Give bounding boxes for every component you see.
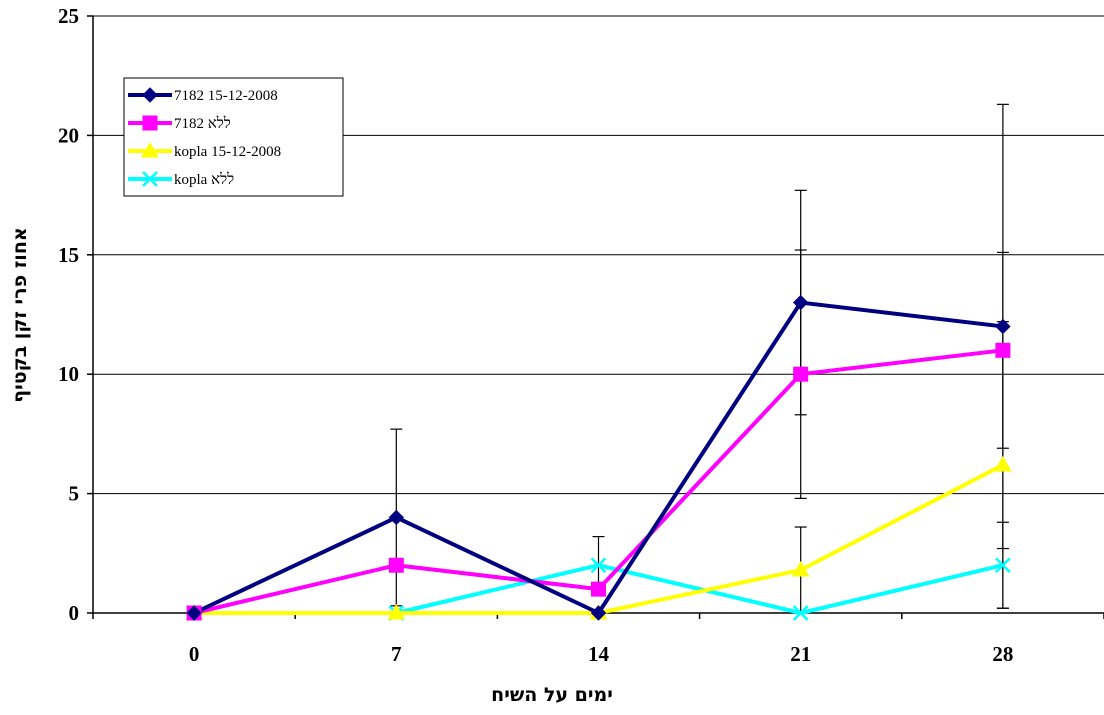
series-markers [185, 294, 1012, 621]
x-tick-label-14: 14 [588, 642, 610, 666]
legend-item-2: kopla 15-12-2008 [128, 141, 281, 160]
data-point-s2-28 [994, 455, 1012, 472]
legend-label-1: 7182 ללא [174, 115, 231, 132]
y-tick-label-20: 20 [58, 123, 79, 147]
data-point-s0-0 [186, 605, 202, 621]
data-point-s2-21 [791, 561, 810, 577]
legend-swatch-marker-0 [142, 87, 158, 103]
data-point-s0-28 [995, 318, 1011, 335]
x-tick-label-0: 0 [189, 642, 200, 666]
y-tick-label-25: 25 [58, 4, 79, 28]
y-axis-title: אחוז פרי זקן בקטיף [9, 227, 31, 402]
data-point-s0-14 [590, 605, 607, 621]
y-tick-label-15: 15 [58, 243, 79, 267]
legend-swatch-marker-1 [142, 115, 158, 131]
data-point-s3-28 [995, 557, 1011, 574]
y-tick-label-5: 5 [69, 482, 80, 506]
data-point-s1-14 [591, 581, 606, 597]
data-point-s1-21 [793, 366, 809, 382]
x-tick-label-7: 7 [391, 642, 402, 666]
legend-item-3: kopla ללא [128, 171, 234, 188]
y-tick-label-0: 0 [69, 601, 80, 625]
data-point-s1-7 [388, 557, 404, 573]
data-point-s1-28 [995, 342, 1011, 358]
legend-item-1: 7182 ללא [128, 115, 231, 132]
legend-label-3: kopla ללא [174, 171, 234, 188]
data-point-s0-7 [388, 509, 405, 526]
legend-swatch-marker-2 [141, 141, 159, 158]
x-tick-label-28: 28 [992, 642, 1013, 666]
y-tick-label-10: 10 [58, 362, 79, 386]
legend: 7182 15-12-2008 7182 ללא kopla 15-12-2008 k… [123, 77, 344, 197]
x-axis-title: ימים על השיח [491, 684, 613, 706]
legend-box [123, 77, 344, 197]
legend-label-0: 7182 15-12-2008 [174, 88, 278, 104]
legend-swatch-marker-3 [142, 171, 158, 187]
tick-labels: 0 5 10 15 20 25 0 7 14 21 28 [58, 4, 1013, 666]
x-tick-label-21: 21 [790, 642, 811, 666]
legend-label-2: kopla 15-12-2008 [174, 144, 281, 160]
data-point-s0-21 [792, 294, 809, 311]
data-point-s3-14 [590, 557, 607, 574]
data-point-s2-7 [387, 603, 406, 620]
data-point-s3-21 [792, 605, 809, 621]
legend-item-0: 7182 15-12-2008 [128, 87, 278, 104]
